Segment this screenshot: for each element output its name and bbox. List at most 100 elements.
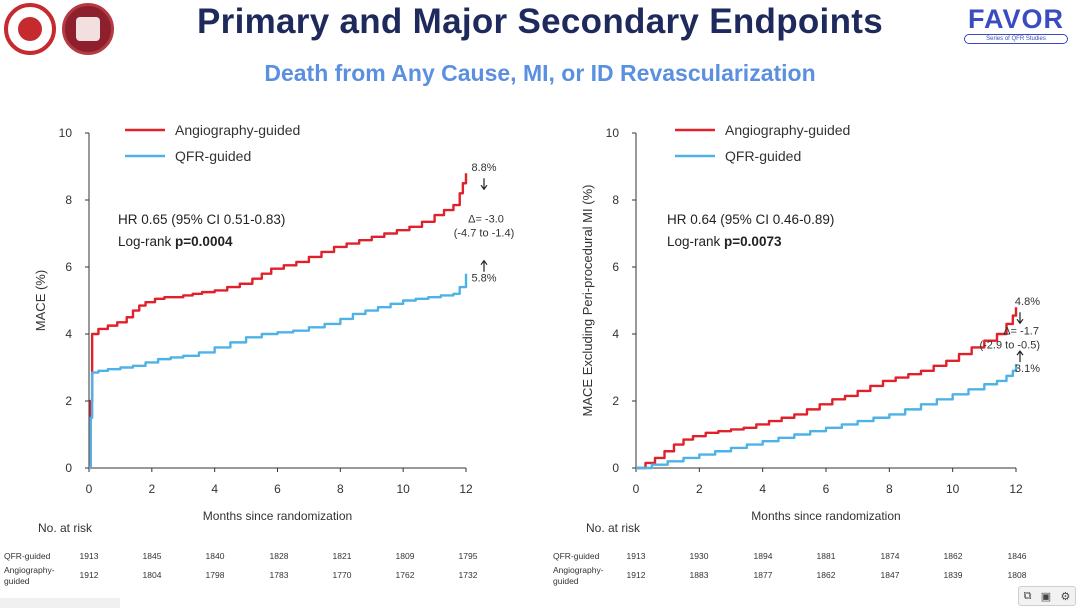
chart2-at-risk-value: 1883 (690, 570, 709, 580)
chart2-at-risk-value: 1881 (817, 551, 836, 561)
chart2-y-tick-label: 4 (612, 327, 619, 341)
chart2-annotation-delta: Δ= -1.7 (1003, 326, 1039, 338)
chart1-legend-label: Angiography-guided (175, 122, 300, 138)
chart2-series-angiography-line (636, 307, 1018, 470)
chart1-at-risk-value: 1828 (270, 551, 289, 561)
chart2-annotation-ci: (-2.9 to -0.5) (979, 340, 1040, 352)
chart2-y-axis-label: MACE Excluding Peri-procedural MI (%) (580, 185, 595, 417)
chart2-at-risk-value: 1847 (881, 570, 900, 580)
chart1-y-tick-label: 8 (65, 193, 72, 207)
chart1-at-risk-value: 1770 (333, 570, 352, 580)
chart1-annotation-delta: Δ= -3.0 (468, 213, 504, 225)
chart2-at-risk-value: 1877 (754, 570, 773, 580)
chart1-hazard-ratio: HR 0.65 (95% CI 0.51-0.83) (118, 212, 285, 227)
chart2-arrow-down-icon (1016, 312, 1024, 325)
favor-logo-word: FAVOR (967, 4, 1064, 34)
copy-icon[interactable]: ⧉ (1023, 589, 1032, 602)
chart2-x-tick-label: 6 (823, 482, 830, 496)
settings-icon[interactable]: ⚙ (1060, 590, 1071, 603)
chart1-x-tick-label: 0 (86, 482, 93, 496)
bottom-left-overlay (0, 598, 120, 608)
chart1-y-tick-label: 2 (65, 394, 72, 408)
slide-subtitle: Death from Any Cause, MI, or ID Revascul… (264, 60, 816, 86)
chart1-x-tick-label: 12 (459, 482, 473, 496)
chart2-y-tick-label: 8 (612, 193, 619, 207)
chart2-at-risk-label: No. at risk (586, 521, 641, 535)
chart1-y-tick-label: 6 (65, 260, 72, 274)
chart2-x-tick-label: 10 (946, 482, 960, 496)
chart1-series-qfr-line (89, 273, 468, 470)
chart2-at-risk-value: 1894 (754, 551, 773, 561)
chart2-at-risk-row-name: Angiography- (553, 565, 604, 575)
screenshot-icon[interactable]: ▣ (1040, 590, 1052, 603)
chart1-at-risk-label: No. at risk (38, 521, 93, 535)
chart2-at-risk-value: 1808 (1008, 570, 1027, 580)
hospital-logo (62, 3, 114, 55)
chart2-at-risk-value: 1846 (1008, 551, 1027, 561)
chart1-log-rank: Log-rank p=0.0004 (118, 234, 233, 249)
chart1-legend-label: QFR-guided (175, 148, 251, 164)
chart2-series-qfr-line (636, 364, 1018, 470)
university-logo (4, 3, 56, 55)
chart2-at-risk-value: 1862 (817, 570, 836, 580)
chart1-y-axis-label: MACE (%) (33, 270, 48, 331)
chart1-y-tick-label: 0 (65, 461, 72, 475)
chart1-x-axis-label: Months since randomization (203, 509, 352, 523)
chart1-annotation-top: 8.8% (471, 162, 496, 174)
favor-logo-tagline: Series of QFR Studies (964, 34, 1068, 44)
chart2-legend-label: Angiography-guided (725, 122, 850, 138)
chart2-legend-label: QFR-guided (725, 148, 801, 164)
chart2-x-tick-label: 4 (759, 482, 766, 496)
chart1-y-tick-label: 4 (65, 327, 72, 341)
chart2-x-tick-label: 8 (886, 482, 893, 496)
chart1-x-tick-label: 8 (337, 482, 344, 496)
chart1-x-tick-label: 4 (211, 482, 218, 496)
chart1-at-risk-value: 1912 (80, 570, 99, 580)
chart1-at-risk-value: 1821 (333, 551, 352, 561)
chart1-at-risk-value: 1795 (459, 551, 478, 561)
chart1-at-risk-row-name: guided (4, 576, 30, 586)
chart1-arrow-down-icon (480, 178, 488, 191)
chart1-x-tick-label: 10 (396, 482, 410, 496)
chart2-at-risk-value: 1913 (627, 551, 646, 561)
chart1-at-risk-value: 1840 (206, 551, 225, 561)
chart1-at-risk-value: 1762 (396, 570, 415, 580)
chart1-x-tick-label: 6 (274, 482, 281, 496)
chart2-y-tick-label: 6 (612, 260, 619, 274)
slide-title: Primary and Major Secondary Endpoints (197, 2, 883, 41)
chart2-y-tick-label: 2 (612, 394, 619, 408)
chart1-annotation-bottom: 5.8% (471, 273, 496, 285)
chart1-at-risk-row-name: Angiography- (4, 565, 55, 575)
chart1-arrow-up-icon (480, 259, 488, 272)
chart2-at-risk-value: 1912 (627, 570, 646, 580)
chart1-at-risk-value: 1798 (206, 570, 225, 580)
chart1-y-tick-label: 10 (59, 126, 73, 140)
chart2-x-tick-label: 0 (633, 482, 640, 496)
chart1-at-risk-row-name: QFR-guided (4, 551, 51, 561)
favor-logo: FAVOR Series of QFR Studies (958, 4, 1074, 46)
chart2-at-risk-value: 1874 (881, 551, 900, 561)
chart2-x-axis-label: Months since randomization (751, 509, 900, 523)
chart2-annotation-bottom: 3.1% (1015, 363, 1040, 375)
chart2-y-tick-label: 10 (606, 126, 620, 140)
chart1-series-angiography-line (89, 173, 468, 470)
chart2-at-risk-row-name: QFR-guided (553, 551, 600, 561)
chart1-at-risk-value: 1913 (80, 551, 99, 561)
chart2-x-tick-label: 2 (696, 482, 703, 496)
chart1-at-risk-value: 1732 (459, 570, 478, 580)
chart2-at-risk-value: 1839 (944, 570, 963, 580)
chart2-x-tick-label: 12 (1009, 482, 1023, 496)
viewer-toolbar[interactable]: ⧉ ▣ ⚙ (1018, 586, 1076, 606)
chart2-arrow-up-icon (1016, 350, 1024, 363)
chart2-log-rank: Log-rank p=0.0073 (667, 234, 782, 249)
chart2-annotation-top: 4.8% (1015, 296, 1040, 308)
chart2-at-risk-value: 1862 (944, 551, 963, 561)
chart1-at-risk-value: 1783 (270, 570, 289, 580)
chart2-y-tick-label: 0 (612, 461, 619, 475)
chart1-at-risk-value: 1845 (143, 551, 162, 561)
chart2-at-risk-value: 1930 (690, 551, 709, 561)
chart2-at-risk-row-name: guided (553, 576, 579, 586)
chart1-at-risk-value: 1804 (143, 570, 162, 580)
chart1-at-risk-value: 1809 (396, 551, 415, 561)
